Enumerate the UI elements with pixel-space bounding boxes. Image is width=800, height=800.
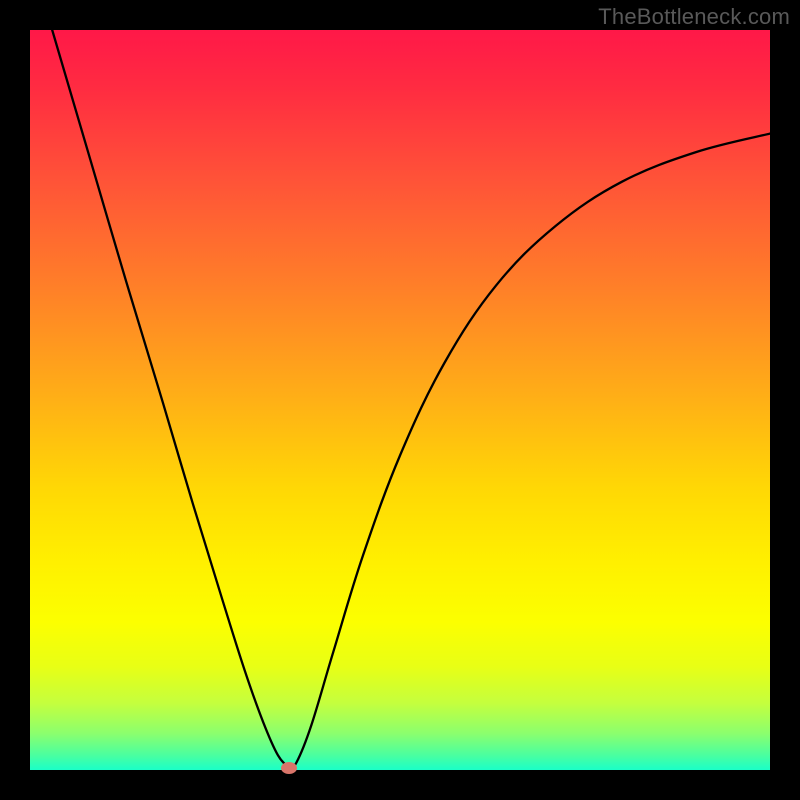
watermark-text: TheBottleneck.com xyxy=(598,4,790,30)
bottleneck-curve xyxy=(30,30,770,770)
chart-container: TheBottleneck.com xyxy=(0,0,800,800)
plot-area xyxy=(30,30,770,770)
minimum-marker xyxy=(281,762,297,774)
